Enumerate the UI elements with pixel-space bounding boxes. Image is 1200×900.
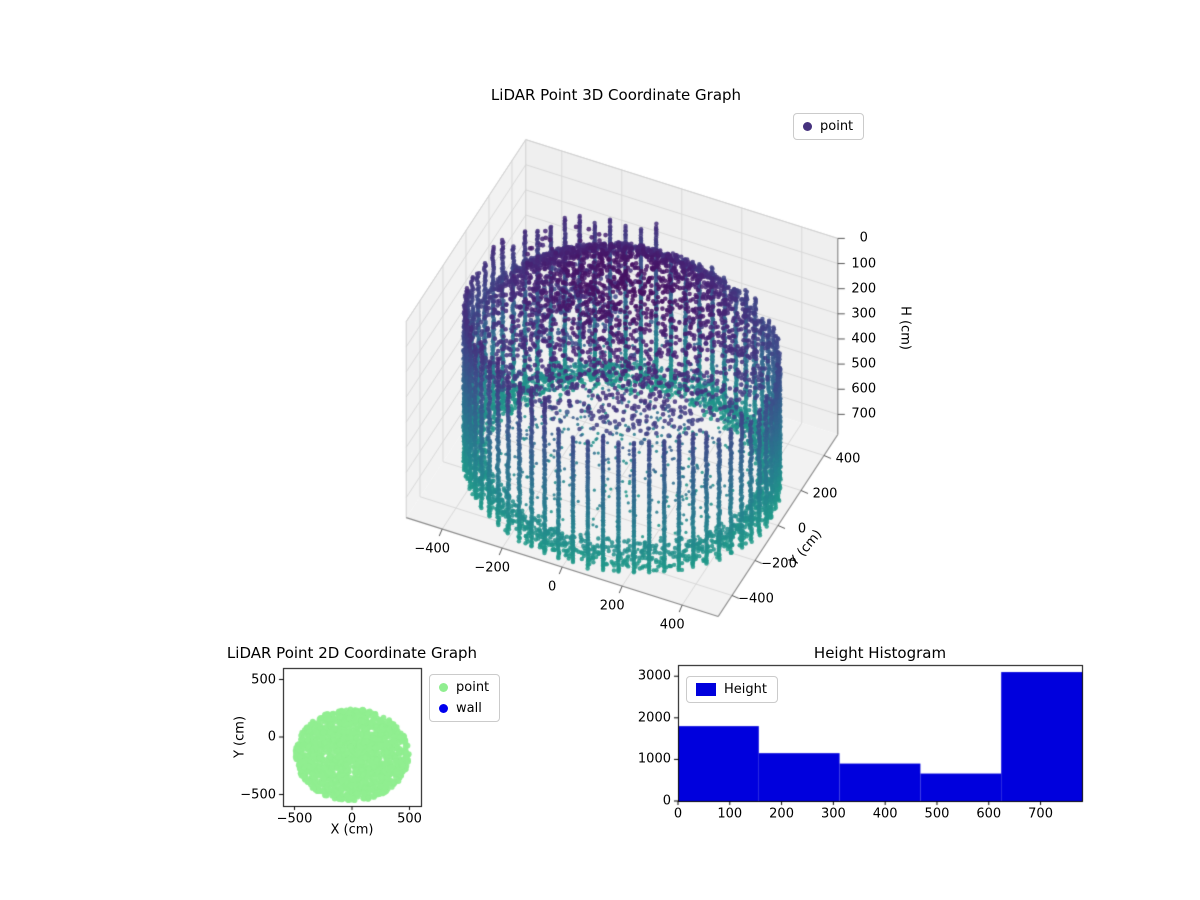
chart3d-z-axis-label: H (cm) (897, 306, 913, 350)
legend-label: point (456, 680, 490, 695)
legend-entry-point: point (803, 119, 853, 134)
chart3d-title: LiDAR Point 3D Coordinate Graph (490, 86, 742, 104)
legend-entry-wall: wall (439, 701, 489, 716)
wall-marker-icon (439, 704, 448, 713)
histogram-legend: Height (686, 676, 778, 703)
legend-entry-height: Height (696, 682, 767, 697)
histogram-title: Height Histogram (813, 644, 947, 662)
chart2d-title: LiDAR Point 2D Coordinate Graph (226, 644, 478, 662)
chart3d-legend: point (793, 113, 865, 140)
height-marker-icon (696, 683, 716, 696)
legend-label: Height (724, 682, 767, 697)
legend-entry-point: point (439, 680, 489, 695)
point-marker-icon (803, 122, 812, 131)
chart2d-y-axis-label: Y (cm) (232, 715, 248, 759)
legend-label: wall (456, 701, 482, 716)
chart2d-x-axis-label: X (cm) (330, 822, 374, 838)
legend-label: point (820, 119, 854, 134)
chart2d-legend: point wall (429, 674, 501, 722)
point-marker-icon (439, 683, 448, 692)
